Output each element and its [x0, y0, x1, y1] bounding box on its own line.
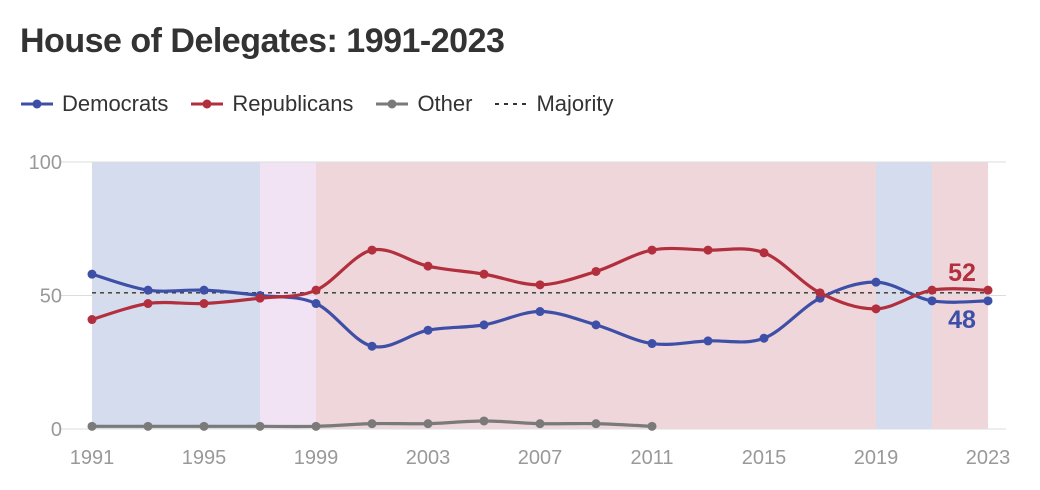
data-point-republicans: [255, 293, 265, 303]
data-point-republicans: [983, 285, 993, 295]
legend-item-republicans: Republicans: [190, 91, 353, 117]
data-point-republicans: [647, 245, 657, 255]
data-point-republicans: [87, 315, 97, 325]
data-point-republicans: [703, 245, 713, 255]
data-point-democrats: [367, 341, 377, 351]
x-tick-label: 1995: [182, 447, 227, 469]
data-point-other: [367, 419, 377, 429]
data-point-republicans: [815, 288, 825, 298]
legend-item-democrats: Democrats: [20, 91, 168, 117]
legend-label-democrats: Democrats: [62, 91, 169, 116]
legend: Democrats Republicans Other Majority: [20, 90, 635, 118]
data-point-republicans: [199, 299, 209, 309]
data-point-democrats: [479, 320, 489, 330]
data-point-republicans: [479, 269, 489, 279]
end-label-republicans: 52: [948, 259, 976, 287]
data-point-republicans: [311, 285, 321, 295]
x-tick-label: 2003: [406, 447, 451, 469]
end-label-democrats: 48: [948, 306, 976, 334]
data-point-democrats: [647, 339, 657, 349]
data-point-republicans: [535, 280, 545, 290]
y-tick-label: 50: [40, 286, 62, 308]
x-tick-label: 2019: [854, 447, 899, 469]
data-point-other: [647, 421, 657, 431]
legend-swatch-other: [376, 99, 409, 109]
data-point-other: [255, 421, 265, 431]
y-tick-label: 0: [51, 419, 62, 441]
chart-title: House of Delegates: 1991-2023: [20, 22, 505, 60]
legend-label-other: Other: [417, 91, 473, 116]
data-point-democrats: [591, 320, 601, 330]
data-point-other: [87, 421, 97, 431]
legend-swatch-republicans: [191, 99, 224, 109]
legend-label-majority: Majority: [536, 91, 614, 116]
legend-item-other: Other: [375, 91, 472, 117]
data-point-democrats: [759, 333, 769, 343]
data-point-republicans: [591, 266, 601, 276]
data-point-democrats: [143, 285, 153, 295]
data-point-other: [199, 421, 209, 431]
legend-item-majority: Majority: [494, 91, 613, 117]
x-tick-label: 2011: [630, 447, 673, 469]
x-tick-label: 2015: [742, 447, 787, 469]
data-point-other: [423, 419, 433, 429]
data-point-other: [479, 416, 489, 426]
data-point-republicans: [367, 245, 377, 255]
data-point-republicans: [759, 248, 769, 258]
data-point-republicans: [423, 261, 433, 271]
data-point-democrats: [199, 285, 209, 295]
data-point-other: [311, 421, 321, 431]
data-point-democrats: [927, 296, 937, 306]
data-point-other: [535, 419, 545, 429]
data-point-republicans: [143, 299, 153, 309]
data-point-republicans: [927, 285, 937, 295]
data-point-republicans: [871, 304, 881, 314]
data-point-democrats: [311, 299, 321, 309]
data-point-other: [591, 419, 601, 429]
data-point-democrats: [423, 325, 433, 335]
data-point-democrats: [983, 296, 993, 306]
x-tick-label: 1991: [70, 447, 115, 469]
x-tick-label: 2007: [518, 447, 563, 469]
y-tick-label: 100: [29, 152, 62, 174]
data-point-democrats: [703, 336, 713, 346]
data-point-democrats: [87, 269, 97, 279]
data-point-democrats: [535, 307, 545, 317]
data-point-democrats: [871, 277, 881, 287]
legend-swatch-democrats: [21, 99, 53, 109]
x-tick-label: 1999: [294, 447, 339, 469]
x-tick-label: 2023: [966, 447, 1011, 469]
legend-label-republicans: Republicans: [232, 91, 354, 116]
data-point-other: [143, 421, 153, 431]
